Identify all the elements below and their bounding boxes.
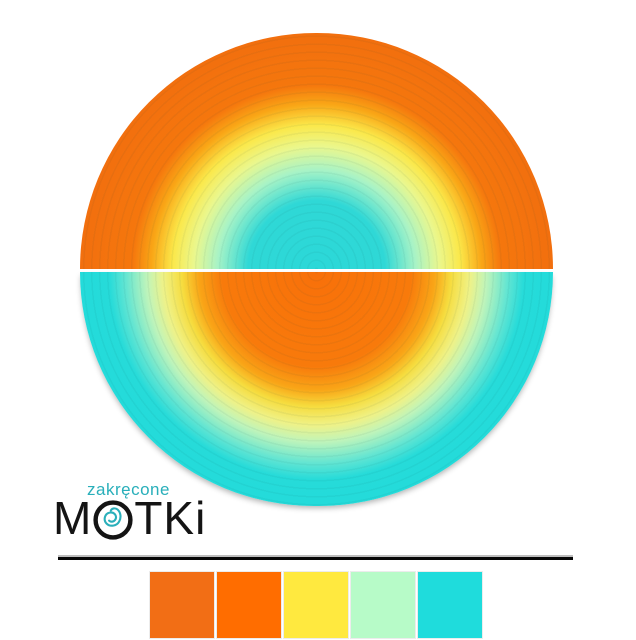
circle-top-half <box>80 33 553 269</box>
color-palette <box>150 572 482 638</box>
spiral-o-icon <box>93 500 133 540</box>
palette-swatch-yellow <box>284 572 348 638</box>
logo-wordmark: M TKi <box>53 492 207 544</box>
brand-logo: zakręcone M TKi <box>53 480 207 544</box>
logo-word-prefix: M <box>53 492 93 544</box>
divider-line <box>58 555 573 560</box>
palette-swatch-mint <box>351 572 415 638</box>
palette-swatch-bright-orange <box>217 572 281 638</box>
circle-bottom-half <box>80 272 553 506</box>
palette-swatch-burnt-orange <box>150 572 214 638</box>
palette-swatch-teal <box>418 572 482 638</box>
logo-word-suffix: TKi <box>134 492 207 544</box>
logo-subtitle: zakręcone <box>87 480 170 499</box>
